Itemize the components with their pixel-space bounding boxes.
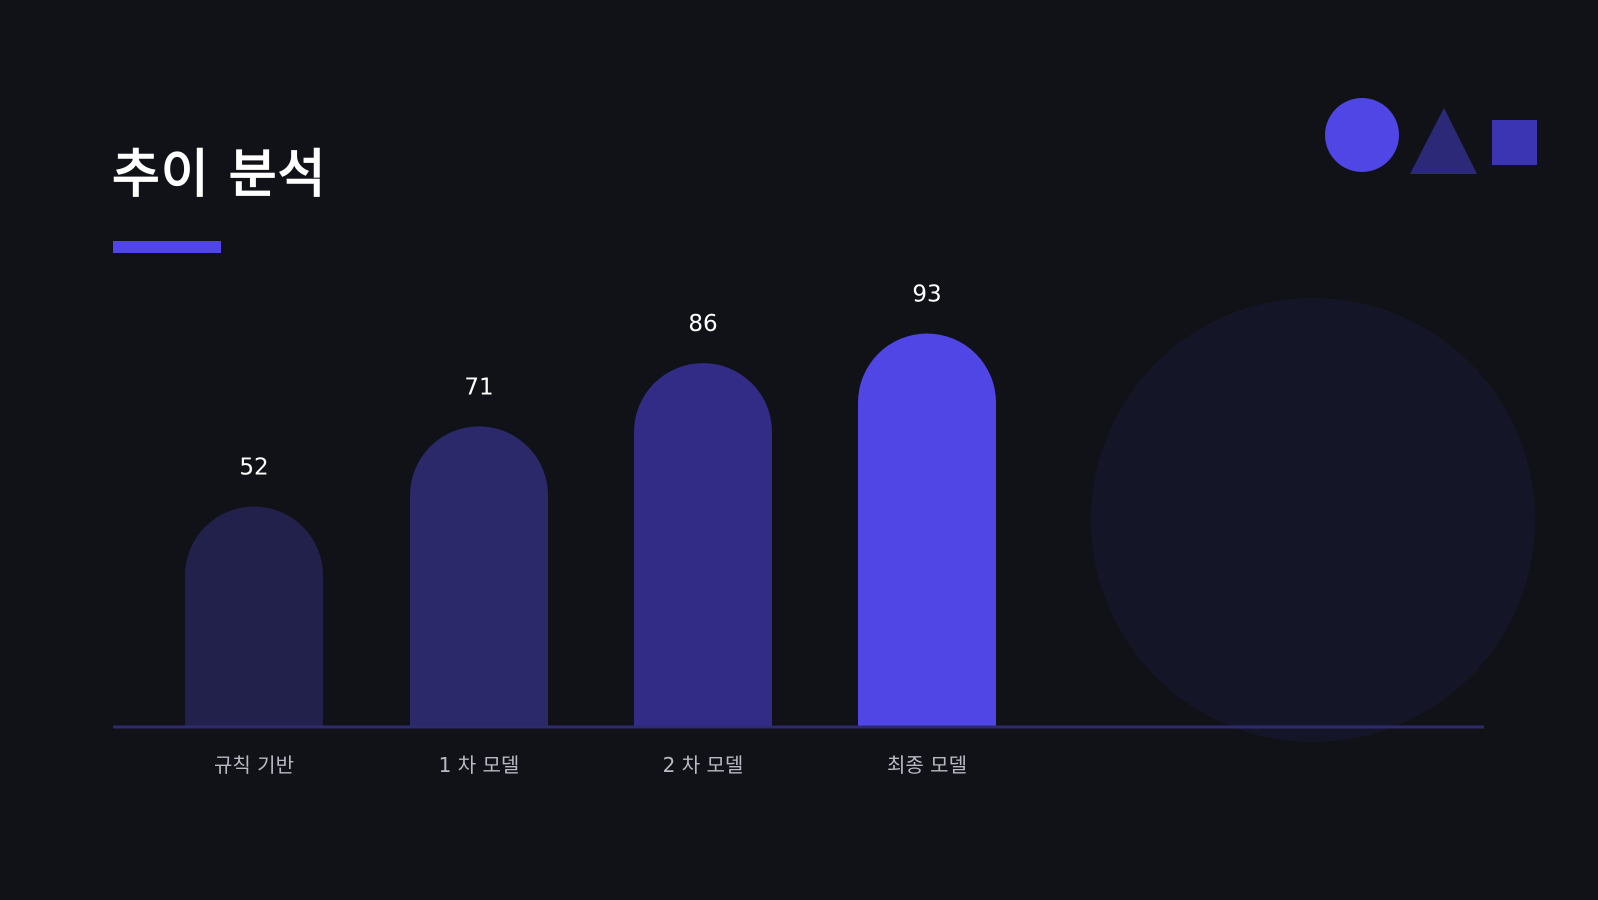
triangle-icon <box>1410 108 1477 174</box>
bar-4 <box>858 333 996 726</box>
bar-3 <box>634 363 772 726</box>
bar-2 <box>410 426 548 726</box>
category-label-4: 최종 모델 <box>887 753 967 777</box>
data-label-3: 86 <box>688 311 717 337</box>
category-label-3: 2 차 모델 <box>663 753 744 777</box>
square-icon <box>1492 120 1537 165</box>
category-label-2: 1 차 모델 <box>439 753 520 777</box>
circle-icon <box>1325 98 1399 172</box>
title-underline <box>113 241 221 253</box>
data-label-1: 52 <box>239 455 268 481</box>
category-label-1: 규칙 기반 <box>214 753 294 777</box>
slide-title: 추이 분석 <box>112 145 327 205</box>
decorative-shapes <box>1325 98 1537 174</box>
background-circle <box>1091 298 1535 742</box>
data-label-2: 71 <box>464 374 493 400</box>
data-label-4: 93 <box>912 282 941 308</box>
bar-1 <box>185 506 323 726</box>
